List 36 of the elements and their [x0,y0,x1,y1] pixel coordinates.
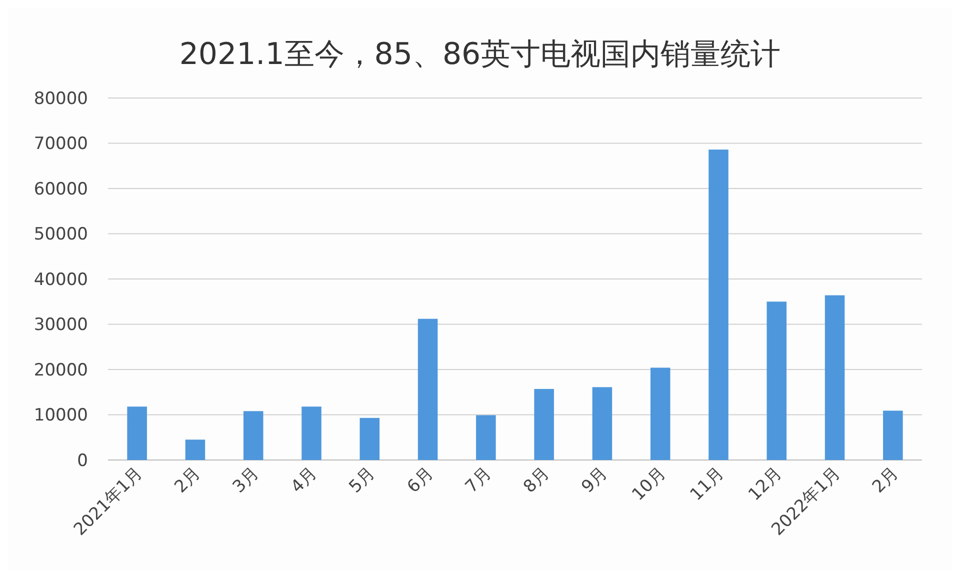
bar [883,410,903,460]
bar [650,368,670,460]
x-tick-label: 9月 [578,463,612,498]
x-tick-label: 3月 [229,463,263,498]
y-tick-label: 60000 [34,179,88,200]
y-tick-label: 0 [77,450,88,471]
x-tick-label: 8月 [520,463,554,498]
bar [302,406,322,460]
bar [360,418,380,460]
y-tick-label: 20000 [34,360,88,380]
bar [127,406,147,460]
chart-title: 2021.1至今，85、86英寸电视国内销量统计 [179,37,781,72]
y-tick-label: 50000 [34,224,88,245]
bar [592,387,612,460]
y-tick-label: 80000 [34,88,88,109]
bar [824,295,845,460]
x-tick-label: 2月 [170,463,205,498]
y-tick-label: 70000 [34,134,88,154]
bar [476,415,496,460]
bar [243,411,264,460]
bar [418,318,438,460]
x-tick-label: 12月 [744,463,786,505]
x-tick-label: 2月 [868,463,902,498]
x-tick-label: 6月 [404,463,438,498]
bar [185,440,206,460]
x-tick-label: 7月 [462,463,496,498]
bar [534,388,554,460]
x-tick-label: 11月 [686,463,728,505]
y-tick-label: 10000 [34,406,88,426]
y-tick-label: 30000 [34,315,88,336]
bar [708,150,728,460]
bar [766,302,787,460]
y-tick-label: 40000 [34,270,88,290]
x-tick-label: 4月 [287,463,322,498]
x-tick-label: 5月 [345,463,380,498]
x-tick-label: 10月 [628,463,670,505]
